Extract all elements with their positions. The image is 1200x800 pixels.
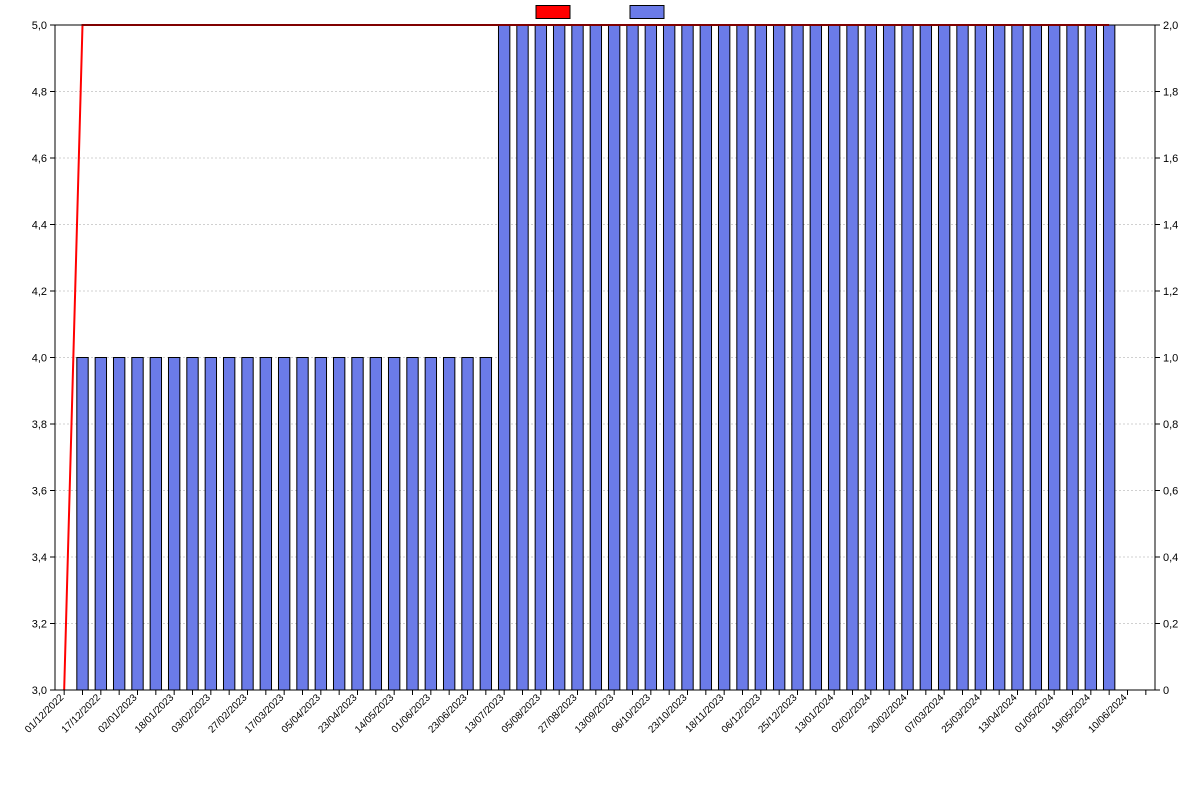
bar: [168, 358, 179, 691]
bar: [498, 25, 509, 690]
bar: [993, 25, 1004, 690]
bar: [260, 358, 271, 691]
y-right-tick-label: 1,0: [1163, 353, 1178, 365]
bar: [480, 358, 491, 691]
bar: [205, 358, 216, 691]
bar: [462, 358, 473, 691]
bar: [737, 25, 748, 690]
bar: [77, 358, 88, 691]
bar: [1048, 25, 1059, 690]
y-right-tick-label: 1,2: [1163, 286, 1178, 298]
bar: [645, 25, 656, 690]
y-left-tick-label: 4,0: [32, 353, 47, 365]
bar: [608, 25, 619, 690]
bar: [95, 358, 106, 691]
bar: [333, 358, 344, 691]
y-left-tick-label: 5,0: [32, 20, 47, 32]
y-left-tick-label: 4,8: [32, 87, 47, 99]
y-right-tick-label: 1,8: [1163, 87, 1178, 99]
bar: [1030, 25, 1041, 690]
y-left-tick-label: 4,2: [32, 286, 47, 298]
bar: [407, 358, 418, 691]
bar: [663, 25, 674, 690]
bar: [297, 358, 308, 691]
bar: [792, 25, 803, 690]
y-right-tick-label: 0,2: [1163, 619, 1178, 631]
bar: [755, 25, 766, 690]
y-right-tick-label: 0,6: [1163, 486, 1178, 498]
bar: [388, 358, 399, 691]
bar: [517, 25, 528, 690]
bar: [700, 25, 711, 690]
bar: [370, 358, 381, 691]
bar: [938, 25, 949, 690]
bar: [920, 25, 931, 690]
bar: [718, 25, 729, 690]
bar: [535, 25, 546, 690]
bar: [590, 25, 601, 690]
bar: [315, 358, 326, 691]
bar: [957, 25, 968, 690]
bar: [847, 25, 858, 690]
bar: [627, 25, 638, 690]
bar: [975, 25, 986, 690]
bar: [1012, 25, 1023, 690]
bar: [1085, 25, 1096, 690]
y-right-tick-label: 1,4: [1163, 220, 1178, 232]
bar: [425, 358, 436, 691]
y-left-tick-label: 3,0: [32, 685, 47, 697]
bar: [113, 358, 124, 691]
bar: [443, 358, 454, 691]
y-right-tick-label: 1,6: [1163, 153, 1178, 165]
y-left-tick-label: 3,6: [32, 486, 47, 498]
bar: [150, 358, 161, 691]
bar: [572, 25, 583, 690]
y-right-tick-label: 0: [1163, 685, 1169, 697]
y-right-tick-label: 0,8: [1163, 419, 1178, 431]
bar: [1067, 25, 1078, 690]
bar: [242, 358, 253, 691]
y-left-tick-label: 3,4: [32, 552, 47, 564]
y-right-tick-label: 0,4: [1163, 552, 1178, 564]
legend-swatch: [536, 6, 570, 19]
dual-axis-chart: 3,0 3,2 3,4 3,6 3,8 4,0 4,2 4,4 4,6 4,8 5,0 0 0,2 0,4…: [0, 0, 1200, 800]
bar: [883, 25, 894, 690]
bar: [132, 358, 143, 691]
y-left-tick-label: 3,8: [32, 419, 47, 431]
legend-swatch: [630, 6, 664, 19]
bar: [902, 25, 913, 690]
y-right-tick-label: 2,0: [1163, 20, 1178, 32]
y-left-tick-label: 4,6: [32, 153, 47, 165]
y-left-tick-label: 3,2: [32, 619, 47, 631]
bar: [828, 25, 839, 690]
y-left-tick-label: 4,4: [32, 220, 47, 232]
bar: [187, 358, 198, 691]
bar: [865, 25, 876, 690]
bar: [223, 358, 234, 691]
bar: [682, 25, 693, 690]
bar: [810, 25, 821, 690]
bar: [553, 25, 564, 690]
bar: [278, 358, 289, 691]
bar: [773, 25, 784, 690]
bar: [352, 358, 363, 691]
bar: [1103, 25, 1114, 690]
